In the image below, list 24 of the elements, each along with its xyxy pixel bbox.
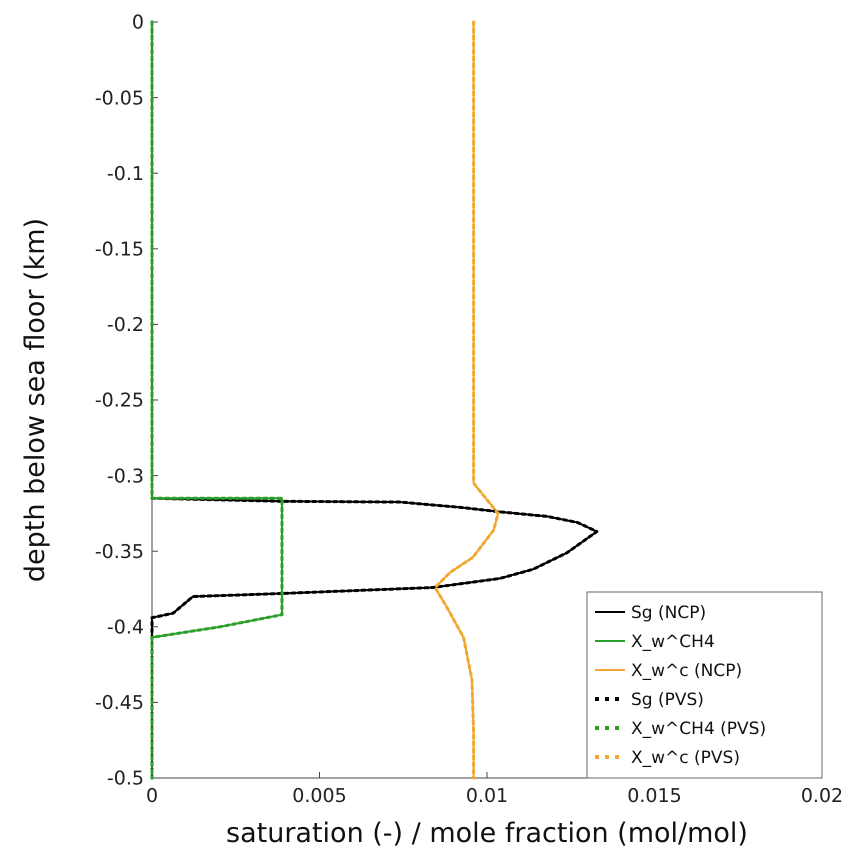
y-tick-label: -0.45 <box>94 692 144 714</box>
legend-label: Sg (NCP) <box>631 602 706 623</box>
y-tick-label: -0.5 <box>106 768 144 790</box>
legend-label: X_w^CH4 <box>631 632 715 652</box>
x-tick-label: 0.005 <box>292 785 347 807</box>
legend-label: Sg (PVS) <box>631 690 704 710</box>
y-tick-label: -0.15 <box>94 238 144 260</box>
x-tick-label: 0 <box>146 785 158 807</box>
legend-label: X_w^CH4 (PVS) <box>631 718 766 739</box>
x-tick-label: 0.01 <box>466 785 508 807</box>
y-tick-label: -0.4 <box>106 616 144 638</box>
x-tick-label: 0.02 <box>800 785 844 807</box>
y-tick-label: -0.1 <box>106 162 144 185</box>
legend-label: X_w^c (NCP) <box>631 660 742 681</box>
y-tick-label: -0.05 <box>94 87 144 110</box>
legend-label: X_w^c (PVS) <box>631 748 740 768</box>
x-axis-title: saturation (-) / mole fraction (mol/mol) <box>226 818 748 849</box>
y-tick-label: -0.2 <box>106 314 144 336</box>
y-tick-label: -0.25 <box>94 390 144 412</box>
y-tick-label: -0.3 <box>106 465 144 488</box>
y-tick-label: -0.35 <box>94 540 144 563</box>
y-axis-title: depth below sea floor (km) <box>20 218 51 582</box>
x-tick-label: 0.015 <box>627 785 682 807</box>
y-tick-label: 0 <box>132 12 144 34</box>
